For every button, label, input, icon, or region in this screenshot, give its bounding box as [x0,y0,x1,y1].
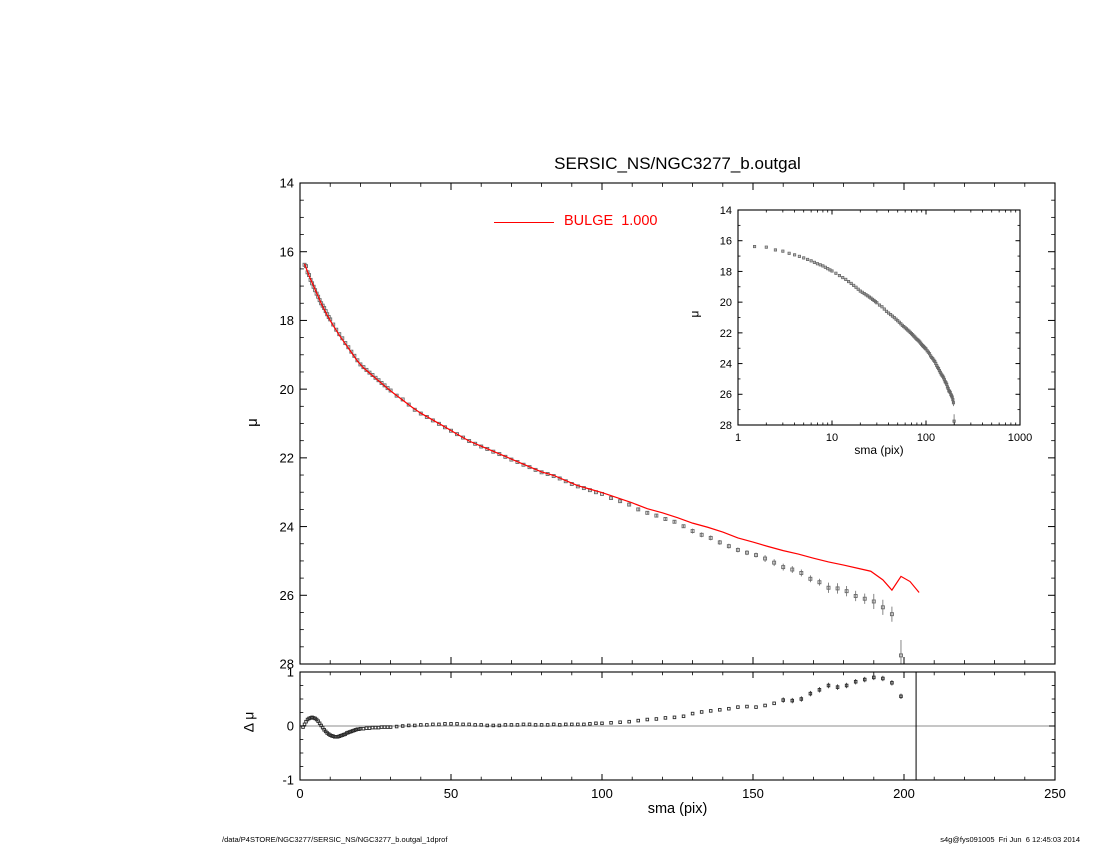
footer-file-path: /data/P4STORE/NGC3277/SERSIC_NS/NGC3277_… [222,835,448,844]
residual-plot-series [300,672,1055,780]
svg-text:20: 20 [280,382,294,397]
legend-line-sample [494,222,554,223]
svg-text:100: 100 [917,432,935,444]
svg-text:200: 200 [893,786,915,801]
svg-text:1: 1 [287,665,294,680]
svg-text:20: 20 [720,297,732,309]
svg-text:18: 18 [720,266,732,278]
svg-text:14: 14 [720,205,732,217]
svg-text:10: 10 [826,432,838,444]
svg-text:1: 1 [735,432,741,444]
x-axis-label: sma (pix) [647,801,708,817]
svg-text:22: 22 [280,451,294,466]
main-plot-series [302,262,920,664]
svg-text:14: 14 [280,176,294,191]
svg-text:18: 18 [280,313,294,328]
svg-text:26: 26 [280,588,294,603]
inset-x-axis-label: sma (pix) [854,443,904,457]
svg-text:0: 0 [296,786,303,801]
legend-label: BULGE 1.000 [564,213,658,229]
svg-text:100: 100 [591,786,613,801]
svg-text:16: 16 [720,236,732,248]
svg-text:150: 150 [742,786,764,801]
svg-text:16: 16 [280,244,294,259]
inset-plot-series [753,244,956,425]
svg-text:250: 250 [1044,786,1066,801]
inset-y-axis-label: μ [687,310,702,318]
svg-text:50: 50 [444,786,458,801]
svg-text:28: 28 [720,420,732,432]
residual-y-axis-label: Δ μ [240,711,257,733]
svg-text:26: 26 [720,389,732,401]
svg-text:0: 0 [287,719,294,734]
svg-text:1000: 1000 [1008,432,1032,444]
svg-text:24: 24 [720,359,732,371]
footer-user-timestamp: s4g@fys091005 Fri Jun 6 12:45:03 2014 [940,835,1080,844]
svg-text:24: 24 [280,519,294,534]
svg-text:28: 28 [280,657,294,672]
main-y-axis-label: μ [243,418,261,427]
svg-text:-1: -1 [282,773,294,788]
svg-text:22: 22 [720,328,732,340]
chart-title: SERSIC_NS/NGC3277_b.outgal [554,154,801,173]
